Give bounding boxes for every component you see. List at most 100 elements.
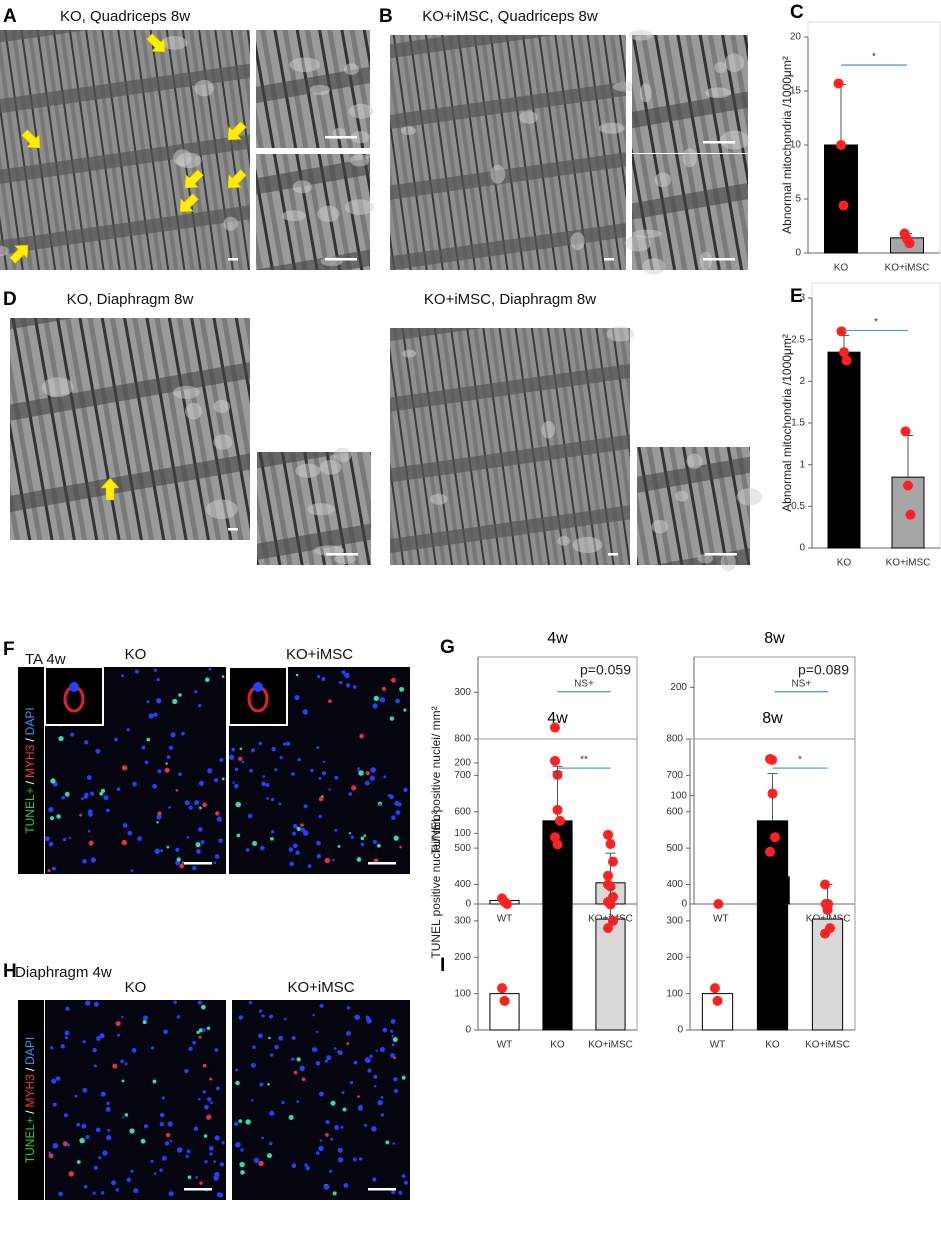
- nucleus: [399, 845, 402, 849]
- y-tick-label: 0: [799, 543, 805, 554]
- x-tick-label: KO: [834, 263, 849, 274]
- texture: [213, 399, 231, 413]
- nucleus: [245, 1119, 251, 1125]
- nucleus: [348, 792, 353, 796]
- nucleus: [234, 767, 239, 772]
- nucleus: [84, 1000, 91, 1006]
- nucleus: [239, 747, 243, 751]
- nucleus: [213, 1160, 216, 1163]
- nucleus: [83, 740, 89, 745]
- nucleus: [351, 785, 357, 791]
- nucleus: [370, 767, 376, 773]
- nucleus: [64, 791, 70, 797]
- nucleus: [342, 1107, 347, 1112]
- nucleus: [381, 686, 387, 691]
- nucleus: [372, 839, 377, 845]
- nucleus: [148, 713, 154, 719]
- panel-letter: C: [790, 2, 804, 23]
- nucleus: [301, 1077, 306, 1082]
- nucleus: [268, 1036, 271, 1040]
- nucleus: [261, 1136, 264, 1140]
- nucleus: [58, 1191, 64, 1197]
- y-tick-label: 0: [681, 899, 687, 910]
- nucleus: [192, 1040, 197, 1045]
- nucleus: [200, 840, 205, 844]
- nucleus: [144, 760, 149, 765]
- x-tick-label: KO: [550, 1040, 565, 1051]
- nucleus: [292, 823, 298, 829]
- nucleus: [184, 1068, 189, 1074]
- nucleus: [188, 1046, 193, 1052]
- nucleus: [201, 1028, 206, 1032]
- scale-bar: [368, 862, 396, 865]
- nucleus: [181, 731, 185, 736]
- nucleus: [379, 1047, 385, 1053]
- nucleus: [376, 843, 381, 848]
- x-tick-label: KO: [837, 558, 852, 569]
- nucleus: [221, 1141, 225, 1145]
- nucleus: [357, 769, 360, 772]
- data-point: [605, 899, 616, 910]
- x-tick-label: WT: [497, 914, 513, 925]
- nucleus: [175, 788, 179, 792]
- nucleus: [267, 1082, 270, 1086]
- scale-bar: [705, 553, 737, 556]
- texture: [572, 536, 603, 554]
- arrow: [21, 129, 41, 149]
- panel-letter: H: [3, 961, 17, 982]
- nucleus: [99, 1033, 105, 1039]
- nucleus: [292, 843, 298, 849]
- nucleus: [100, 788, 106, 793]
- nucleus: [76, 1160, 81, 1164]
- scale-bar: [228, 528, 238, 531]
- nucleus: [319, 1139, 323, 1142]
- nucleus: [258, 1160, 264, 1167]
- nucleus: [48, 807, 54, 813]
- nucleus: [134, 669, 139, 674]
- nucleus: [234, 1121, 239, 1127]
- nucleus: [88, 811, 93, 817]
- texture: [317, 205, 340, 223]
- nucleus: [353, 1060, 358, 1065]
- nucleus: [96, 1036, 101, 1041]
- nucleus: [261, 781, 266, 787]
- nucleus: [121, 1079, 125, 1083]
- nucleus: [295, 850, 300, 855]
- nucleus: [250, 1062, 256, 1068]
- nucleus: [48, 841, 54, 847]
- nucleus: [261, 1014, 265, 1018]
- nucleus: [251, 1099, 254, 1102]
- nucleus: [365, 1057, 371, 1064]
- nucleus: [373, 1074, 378, 1079]
- nucleus: [235, 801, 241, 808]
- micrograph: [632, 154, 748, 270]
- texture: [194, 79, 214, 97]
- nucleus: [328, 788, 331, 791]
- nucleus: [159, 1168, 163, 1172]
- nucleus: [357, 1105, 363, 1111]
- nucleus: [176, 857, 181, 862]
- nucleus: [382, 1027, 388, 1033]
- texture: [705, 87, 731, 99]
- panel-caption: TA 4w: [25, 651, 66, 668]
- y-tick-label: 200: [670, 682, 687, 693]
- data-point: [603, 923, 613, 934]
- arrow: [9, 244, 29, 264]
- nucleus: [391, 1043, 395, 1047]
- nucleus: [185, 1154, 189, 1158]
- scale-bar: [184, 862, 212, 865]
- nucleus: [51, 866, 56, 871]
- nucleus: [168, 806, 171, 809]
- data-point: [839, 347, 849, 358]
- nucleus: [175, 860, 181, 866]
- data-point: [833, 78, 844, 89]
- texture: [720, 552, 736, 572]
- nucleus: [258, 1009, 263, 1013]
- nucleus: [358, 1157, 363, 1161]
- scale-bar: [368, 1188, 396, 1191]
- texture: [639, 83, 652, 103]
- arrow: [227, 169, 247, 189]
- nucleus: [346, 1042, 350, 1045]
- nucleus: [326, 1055, 332, 1061]
- nucleus: [221, 777, 225, 781]
